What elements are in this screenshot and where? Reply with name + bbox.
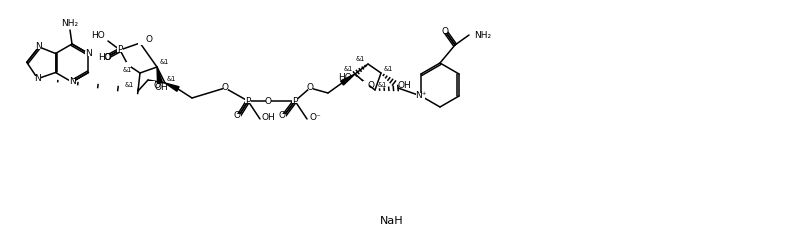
Text: OH: OH [262,113,276,122]
Bar [245,98,251,104]
Text: O⁻: O⁻ [309,113,321,122]
Text: N: N [85,49,92,58]
Text: O: O [145,35,152,44]
Text: &1: &1 [125,82,134,88]
Bar [443,28,447,34]
Bar [363,81,369,87]
Text: &1: &1 [344,66,353,72]
Text: N: N [68,78,75,87]
Text: HO: HO [338,72,352,81]
Text: N: N [35,74,41,83]
Bar [280,114,286,120]
Bar [69,79,75,85]
Bar [149,81,155,87]
Text: NH₂: NH₂ [474,31,491,40]
Text: OH: OH [397,81,411,90]
Text: N: N [35,43,42,52]
Text: O: O [306,84,313,93]
Text: &1: &1 [378,82,387,88]
Text: P: P [245,96,250,105]
Text: O: O [233,111,240,120]
Bar [35,76,41,81]
Text: NH₂: NH₂ [61,19,78,28]
Text: O: O [154,80,161,89]
Text: &1: &1 [167,76,177,82]
Bar [36,44,42,49]
Bar [86,51,92,56]
Bar [104,54,109,60]
Bar [117,47,123,52]
Text: O: O [441,26,448,35]
Bar [222,86,228,90]
Text: O: O [221,84,228,93]
Text: N⁺: N⁺ [415,92,427,101]
Text: O: O [368,80,375,89]
Polygon shape [157,67,162,83]
Text: O: O [265,96,272,105]
Text: P: P [292,96,298,105]
Text: P: P [117,45,122,54]
Text: O: O [279,111,286,120]
Text: O: O [104,52,111,61]
Polygon shape [165,83,179,91]
Text: &1: &1 [160,59,170,65]
Polygon shape [341,74,355,85]
Bar [126,62,130,68]
Text: HO: HO [98,53,112,62]
Text: HO: HO [91,32,105,41]
Text: NaH: NaH [380,216,403,226]
Text: OH: OH [154,84,168,93]
Bar [292,98,298,104]
Bar [417,93,425,99]
Bar [236,114,240,120]
Text: &1: &1 [122,67,132,73]
Bar [308,86,312,90]
Text: &1: &1 [384,66,393,72]
Text: &1: &1 [356,56,365,62]
Bar [137,41,143,45]
Bar [265,98,271,104]
